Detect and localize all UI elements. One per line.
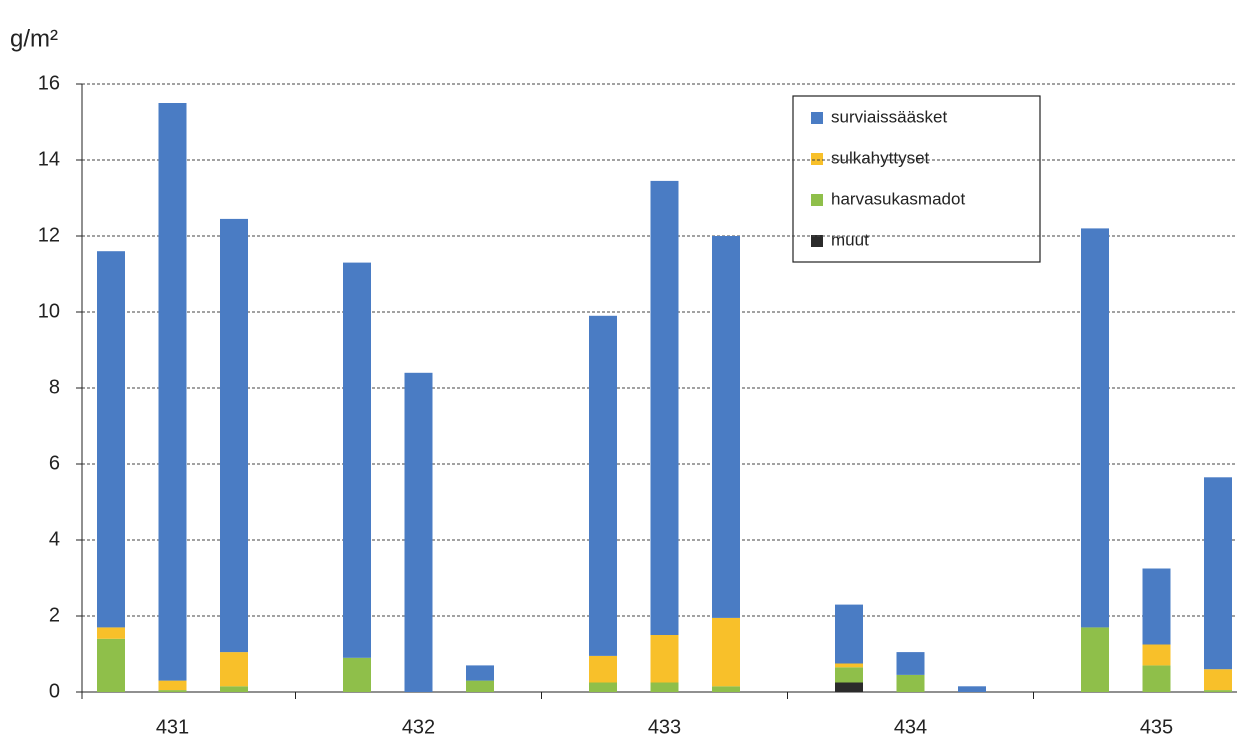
bar-segment — [466, 680, 494, 692]
x-tick-label: 434 — [894, 716, 927, 738]
bar-segment — [1204, 669, 1232, 691]
x-tick-label: 432 — [402, 716, 435, 738]
bar-segment — [589, 682, 617, 692]
legend-swatch — [811, 194, 823, 206]
bar-segment — [1142, 665, 1171, 692]
y-tick-label: 0 — [49, 680, 60, 702]
bar-segment — [650, 635, 679, 683]
bar-segment — [712, 686, 740, 692]
y-axis-label: g/m² — [10, 25, 58, 52]
legend-box — [792, 95, 1041, 263]
bar-segment — [835, 663, 863, 668]
bar-segment — [896, 674, 925, 692]
bar-segment — [712, 236, 740, 618]
bar-segment — [158, 103, 187, 681]
y-tick-label: 10 — [38, 300, 60, 322]
bar-segment — [343, 657, 371, 692]
y-tick-label: 12 — [38, 224, 60, 246]
bar-segment — [97, 627, 125, 639]
bar-segment — [220, 652, 248, 687]
bar-segment — [1081, 228, 1109, 628]
bar-segment — [220, 218, 248, 653]
y-tick-label: 2 — [49, 604, 60, 626]
bar-segment — [650, 180, 679, 635]
bar-segment — [589, 315, 617, 656]
bar-segment — [1204, 690, 1232, 692]
bar-segment — [958, 686, 986, 692]
bar-segment — [1142, 644, 1171, 666]
bar-segment — [712, 617, 740, 687]
x-tick-label: 435 — [1140, 716, 1173, 738]
bar-segment — [158, 680, 187, 691]
legend-swatch — [811, 112, 823, 124]
legend: surviaissääsket sulkahyttyset harvasukasma… — [792, 95, 1041, 263]
y-tick-label: 16 — [38, 72, 60, 94]
bar-segment — [650, 682, 679, 692]
legend-swatch — [811, 235, 823, 247]
legend-label: surviaissääsket — [831, 107, 947, 126]
bar-segment — [466, 665, 494, 681]
bar-segment — [220, 686, 248, 692]
bar-segment — [97, 638, 125, 692]
bar-segment — [158, 690, 187, 692]
y-tick-label: 6 — [49, 452, 60, 474]
bar-segment — [404, 372, 433, 692]
bar-segment — [589, 655, 617, 683]
bar-segment — [1204, 477, 1232, 670]
bar-segment — [97, 251, 125, 628]
bar-segment — [835, 682, 863, 692]
legend-label: sulkahyttyset — [831, 148, 930, 167]
bar-segment — [343, 262, 371, 658]
y-tick-label: 4 — [49, 528, 60, 550]
y-tick-label: 8 — [49, 376, 60, 398]
bar-segment — [1142, 568, 1171, 645]
legend-label: muut — [831, 230, 869, 249]
x-tick-label: 431 — [156, 716, 189, 738]
bar-segment — [1081, 627, 1109, 692]
bar-segment — [835, 604, 863, 664]
x-tick-label: 433 — [648, 716, 681, 738]
y-tick-label: 14 — [38, 148, 60, 170]
bar-segment — [896, 652, 925, 675]
legend-label: harvasukasmadot — [831, 189, 965, 208]
bar-segment — [835, 667, 863, 683]
legend-swatch — [811, 153, 823, 165]
